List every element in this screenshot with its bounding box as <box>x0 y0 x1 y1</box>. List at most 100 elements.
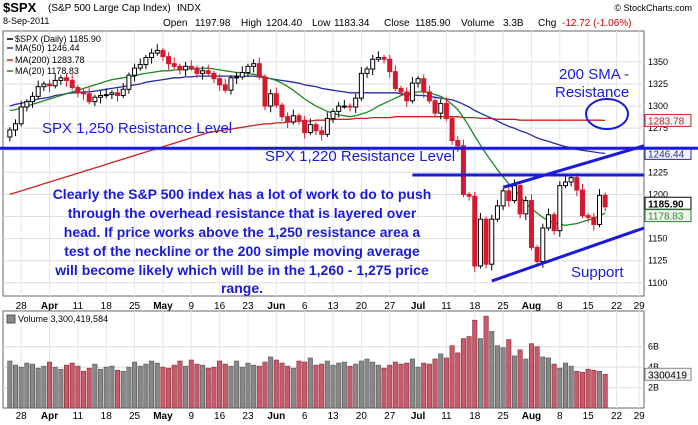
x-tick-label: 25 <box>129 301 141 312</box>
candle-body <box>579 189 585 217</box>
ma200-line <box>9 116 606 196</box>
volume-bar <box>523 358 529 409</box>
volume-bar <box>341 361 347 409</box>
volume-tick-label: 6B <box>648 342 659 352</box>
price-candle <box>234 72 240 84</box>
x-tick-label: 23 <box>242 301 254 312</box>
x-tick-label: 8 <box>557 301 563 312</box>
volume-bar <box>262 361 268 409</box>
price-candle <box>245 63 251 77</box>
price-candle <box>307 118 313 136</box>
volume-bar <box>494 345 500 409</box>
volume-bar <box>557 367 563 409</box>
price-candle <box>545 208 551 231</box>
volume-bar <box>307 357 313 409</box>
price-candle <box>285 112 291 129</box>
price-candle <box>370 54 376 76</box>
candle-body <box>568 177 574 183</box>
x-tick-label: 11 <box>441 301 452 312</box>
volume-bar <box>500 347 506 409</box>
volume-bar <box>268 356 274 409</box>
candle-body <box>477 218 483 267</box>
candle-body <box>30 95 36 103</box>
price-tick-label: 1225 <box>648 167 668 177</box>
volume-bar <box>200 364 206 409</box>
candle-body <box>466 193 472 197</box>
candle-body <box>523 200 529 215</box>
price-candle <box>143 54 149 69</box>
volume-title-swatch <box>6 314 16 324</box>
chg-label: Chg <box>538 18 556 29</box>
chg-value: -12.72 (-1.06%) <box>562 18 631 29</box>
volume-bar <box>347 365 353 409</box>
candle-body <box>149 52 155 58</box>
volume-bar <box>364 358 370 409</box>
x-tick-label: 6 <box>302 411 308 422</box>
x-tick-label: 18 <box>101 411 113 422</box>
volume-bar <box>41 365 47 409</box>
candle-body <box>409 82 415 102</box>
x-tick-label: Jul <box>411 301 426 312</box>
volume-bar <box>7 360 13 409</box>
volume-bar <box>115 369 121 409</box>
price-candle <box>35 80 41 100</box>
volume-bar <box>64 364 70 409</box>
volume-bar <box>132 361 138 409</box>
price-candle <box>268 89 274 113</box>
upper-channel-line <box>502 144 645 189</box>
price-candle <box>188 60 194 71</box>
volume-bar <box>58 368 64 409</box>
price-candle <box>222 78 228 93</box>
candle-body <box>200 70 206 74</box>
x-tick-label: 23 <box>242 411 254 422</box>
price-candle <box>81 88 87 100</box>
price-candle <box>381 54 387 64</box>
volume-bar <box>205 367 211 409</box>
x-tick-label: Jul <box>411 411 426 422</box>
candle-body <box>75 87 81 94</box>
res-1250-label: SPX 1,250 Resistance Level <box>42 120 232 137</box>
high-label: High <box>241 18 262 29</box>
candle-body <box>551 214 557 232</box>
volume-marker-label: 3300419 <box>648 370 687 381</box>
candle-body <box>52 79 58 87</box>
price-candle <box>562 175 568 189</box>
price-candle <box>477 212 483 269</box>
x-tick-label: 22 <box>611 301 623 312</box>
price-candle <box>347 103 353 112</box>
x-tick-label: Aug <box>522 411 541 422</box>
price-candle <box>92 94 98 107</box>
price-candle <box>387 54 393 78</box>
volume-bar <box>35 367 41 409</box>
candle-body <box>489 218 495 265</box>
price-candle <box>52 74 58 89</box>
price-candle <box>585 212 591 222</box>
volume-bar <box>183 365 189 409</box>
volume-bar <box>319 363 325 409</box>
candle-body <box>330 110 336 119</box>
volume-bar <box>506 339 512 409</box>
price-tick-label: 1325 <box>648 79 668 89</box>
volume-bar <box>489 331 495 409</box>
volume-bar <box>387 364 393 409</box>
price-candle <box>217 74 223 92</box>
candle-body <box>183 65 189 71</box>
x-tick-label: 11 <box>73 411 84 422</box>
candle-body <box>256 63 262 78</box>
res-1220-label: SPX 1,220 Resistance Level <box>265 148 455 165</box>
legend-ma20: MA(20) 1178.83 <box>15 66 79 76</box>
price-marker-ma20: 1178.83 <box>644 209 692 223</box>
volume-bar <box>69 362 75 409</box>
candle-body <box>455 140 461 147</box>
candle-body <box>353 97 359 108</box>
sma-label-line2: Resistance <box>555 84 629 101</box>
candle-body <box>307 124 313 134</box>
price-candle <box>13 119 19 137</box>
price-candle <box>290 109 296 125</box>
price-tick-label: 1350 <box>648 57 668 67</box>
price-marker-label: 1185.90 <box>648 199 684 210</box>
volume-bar <box>313 364 319 409</box>
price-candle <box>132 63 138 82</box>
low-value: 1183.34 <box>334 18 370 29</box>
candle-body <box>137 64 143 69</box>
